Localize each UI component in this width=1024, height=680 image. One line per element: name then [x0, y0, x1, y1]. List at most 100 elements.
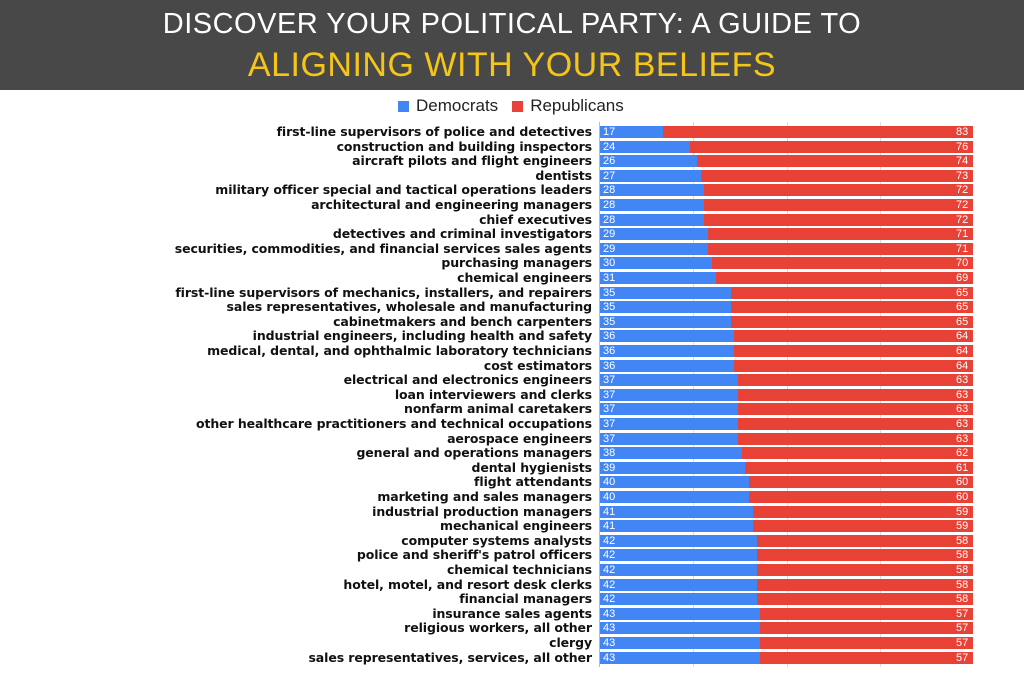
bar-republicans: [704, 184, 973, 197]
data-label-republicans: 70: [956, 257, 969, 270]
data-label-republicans: 65: [956, 301, 969, 314]
bar-democrats: [600, 549, 757, 562]
bar-republicans: [738, 374, 973, 387]
bar-democrats: [600, 388, 738, 401]
data-label-republicans: 63: [956, 388, 969, 401]
bar-democrats: [600, 534, 757, 547]
data-label-republicans: 76: [956, 140, 969, 153]
category-label: cabinetmakers and bench carpenters: [333, 313, 592, 329]
bar-democrats: [600, 491, 750, 503]
bar-republicans: [738, 403, 973, 416]
bar-democrats: [600, 651, 761, 664]
category-label: industrial production managers: [372, 503, 592, 519]
bar-democrats: [600, 432, 738, 445]
bar-democrats: [600, 199, 705, 211]
data-label-republicans: 64: [956, 330, 969, 343]
bar-democrats: [600, 505, 753, 518]
category-label: financial managers: [459, 591, 592, 607]
bar-democrats: [600, 301, 731, 314]
bar-democrats: [600, 213, 705, 226]
data-label-democrats: 42: [603, 534, 616, 547]
bar-democrats: [600, 169, 701, 182]
data-label-democrats: 36: [603, 359, 616, 372]
data-label-democrats: 27: [603, 169, 616, 182]
data-label-democrats: 42: [603, 549, 616, 562]
bar-democrats: [600, 564, 757, 576]
data-label-republicans: 59: [956, 520, 969, 533]
bar-democrats: [600, 140, 690, 153]
data-label-democrats: 43: [603, 637, 616, 649]
bar-democrats: [600, 607, 761, 620]
data-label-republicans: 58: [956, 549, 969, 562]
category-label: chemical technicians: [447, 562, 592, 577]
category-label: electrical and electronics engineers: [343, 372, 593, 388]
chart-legend: Democrats Republicans: [398, 96, 624, 116]
data-label-republicans: 63: [956, 418, 969, 430]
data-label-republicans: 58: [956, 578, 969, 591]
bar-republicans: [689, 140, 973, 153]
category-label: first-line supervisors of mechanics, ins…: [175, 284, 592, 300]
legend-item-republicans: Republicans: [512, 96, 624, 116]
bar-democrats: [600, 403, 738, 416]
category-label: flight attendants: [474, 474, 592, 490]
bar-republicans: [730, 301, 973, 314]
data-label-republicans: 58: [956, 593, 969, 606]
data-label-republicans: 71: [956, 242, 969, 255]
bar-democrats: [600, 447, 742, 460]
bar-republicans: [752, 520, 973, 533]
data-label-democrats: 28: [603, 213, 616, 226]
data-label-republicans: 73: [956, 169, 969, 182]
legend-swatch-republicans: [512, 100, 524, 112]
data-label-democrats: 36: [603, 330, 616, 343]
bar-republicans: [738, 432, 973, 445]
data-label-democrats: 35: [603, 286, 616, 299]
bar-republicans: [734, 359, 973, 372]
bar-democrats: [600, 593, 757, 606]
bar-democrats: [600, 257, 712, 270]
category-label: dental hygienists: [471, 459, 593, 475]
category-label: construction and building inspectors: [336, 138, 593, 154]
bar-democrats: [600, 315, 731, 328]
bar-republicans: [734, 330, 973, 343]
category-label: chief executives: [479, 211, 592, 227]
data-label-republicans: 60: [956, 491, 969, 503]
data-label-republicans: 69: [956, 272, 969, 284]
bar-democrats: [600, 520, 753, 533]
category-label: mechanical engineers: [440, 518, 592, 534]
data-label-democrats: 29: [603, 228, 616, 241]
data-label-democrats: 42: [603, 578, 616, 591]
bar-republicans: [756, 593, 973, 606]
bar-democrats: [600, 286, 731, 299]
title-overlay-band: [0, 0, 1024, 90]
data-label-democrats: 31: [603, 272, 616, 284]
bar-republicans: [749, 491, 973, 503]
category-label: clergy: [549, 635, 592, 650]
y-axis-line: [599, 122, 600, 667]
data-label-republicans: 71: [956, 228, 969, 241]
data-label-democrats: 28: [603, 199, 616, 211]
data-label-democrats: 37: [603, 388, 616, 401]
category-label: sales representatives, services, all oth…: [308, 649, 592, 665]
data-label-democrats: 43: [603, 607, 616, 620]
category-label: military officer special and tactical op…: [215, 182, 592, 198]
data-label-democrats: 43: [603, 651, 616, 664]
bar-republicans: [730, 286, 973, 299]
data-label-democrats: 40: [603, 476, 616, 489]
bar-republicans: [749, 476, 973, 489]
bar-republicans: [752, 505, 973, 518]
bar-republicans: [711, 257, 973, 270]
data-label-republicans: 57: [956, 637, 969, 649]
bar-republicans: [704, 199, 973, 211]
category-label: aircraft pilots and flight engineers: [352, 153, 592, 169]
data-label-republicans: 59: [956, 505, 969, 518]
bar-democrats: [600, 418, 738, 430]
bar-democrats: [600, 578, 757, 591]
category-label: loan interviewers and clerks: [394, 386, 592, 402]
data-label-democrats: 26: [603, 155, 616, 168]
bar-democrats: [600, 272, 716, 284]
data-label-democrats: 43: [603, 622, 616, 635]
overlay-title-line1: DISCOVER YOUR POLITICAL PARTY: A GUIDE T…: [162, 8, 862, 40]
data-label-republicans: 64: [956, 345, 969, 357]
bar-republicans: [708, 228, 973, 241]
category-label: insurance sales agents: [432, 605, 592, 621]
